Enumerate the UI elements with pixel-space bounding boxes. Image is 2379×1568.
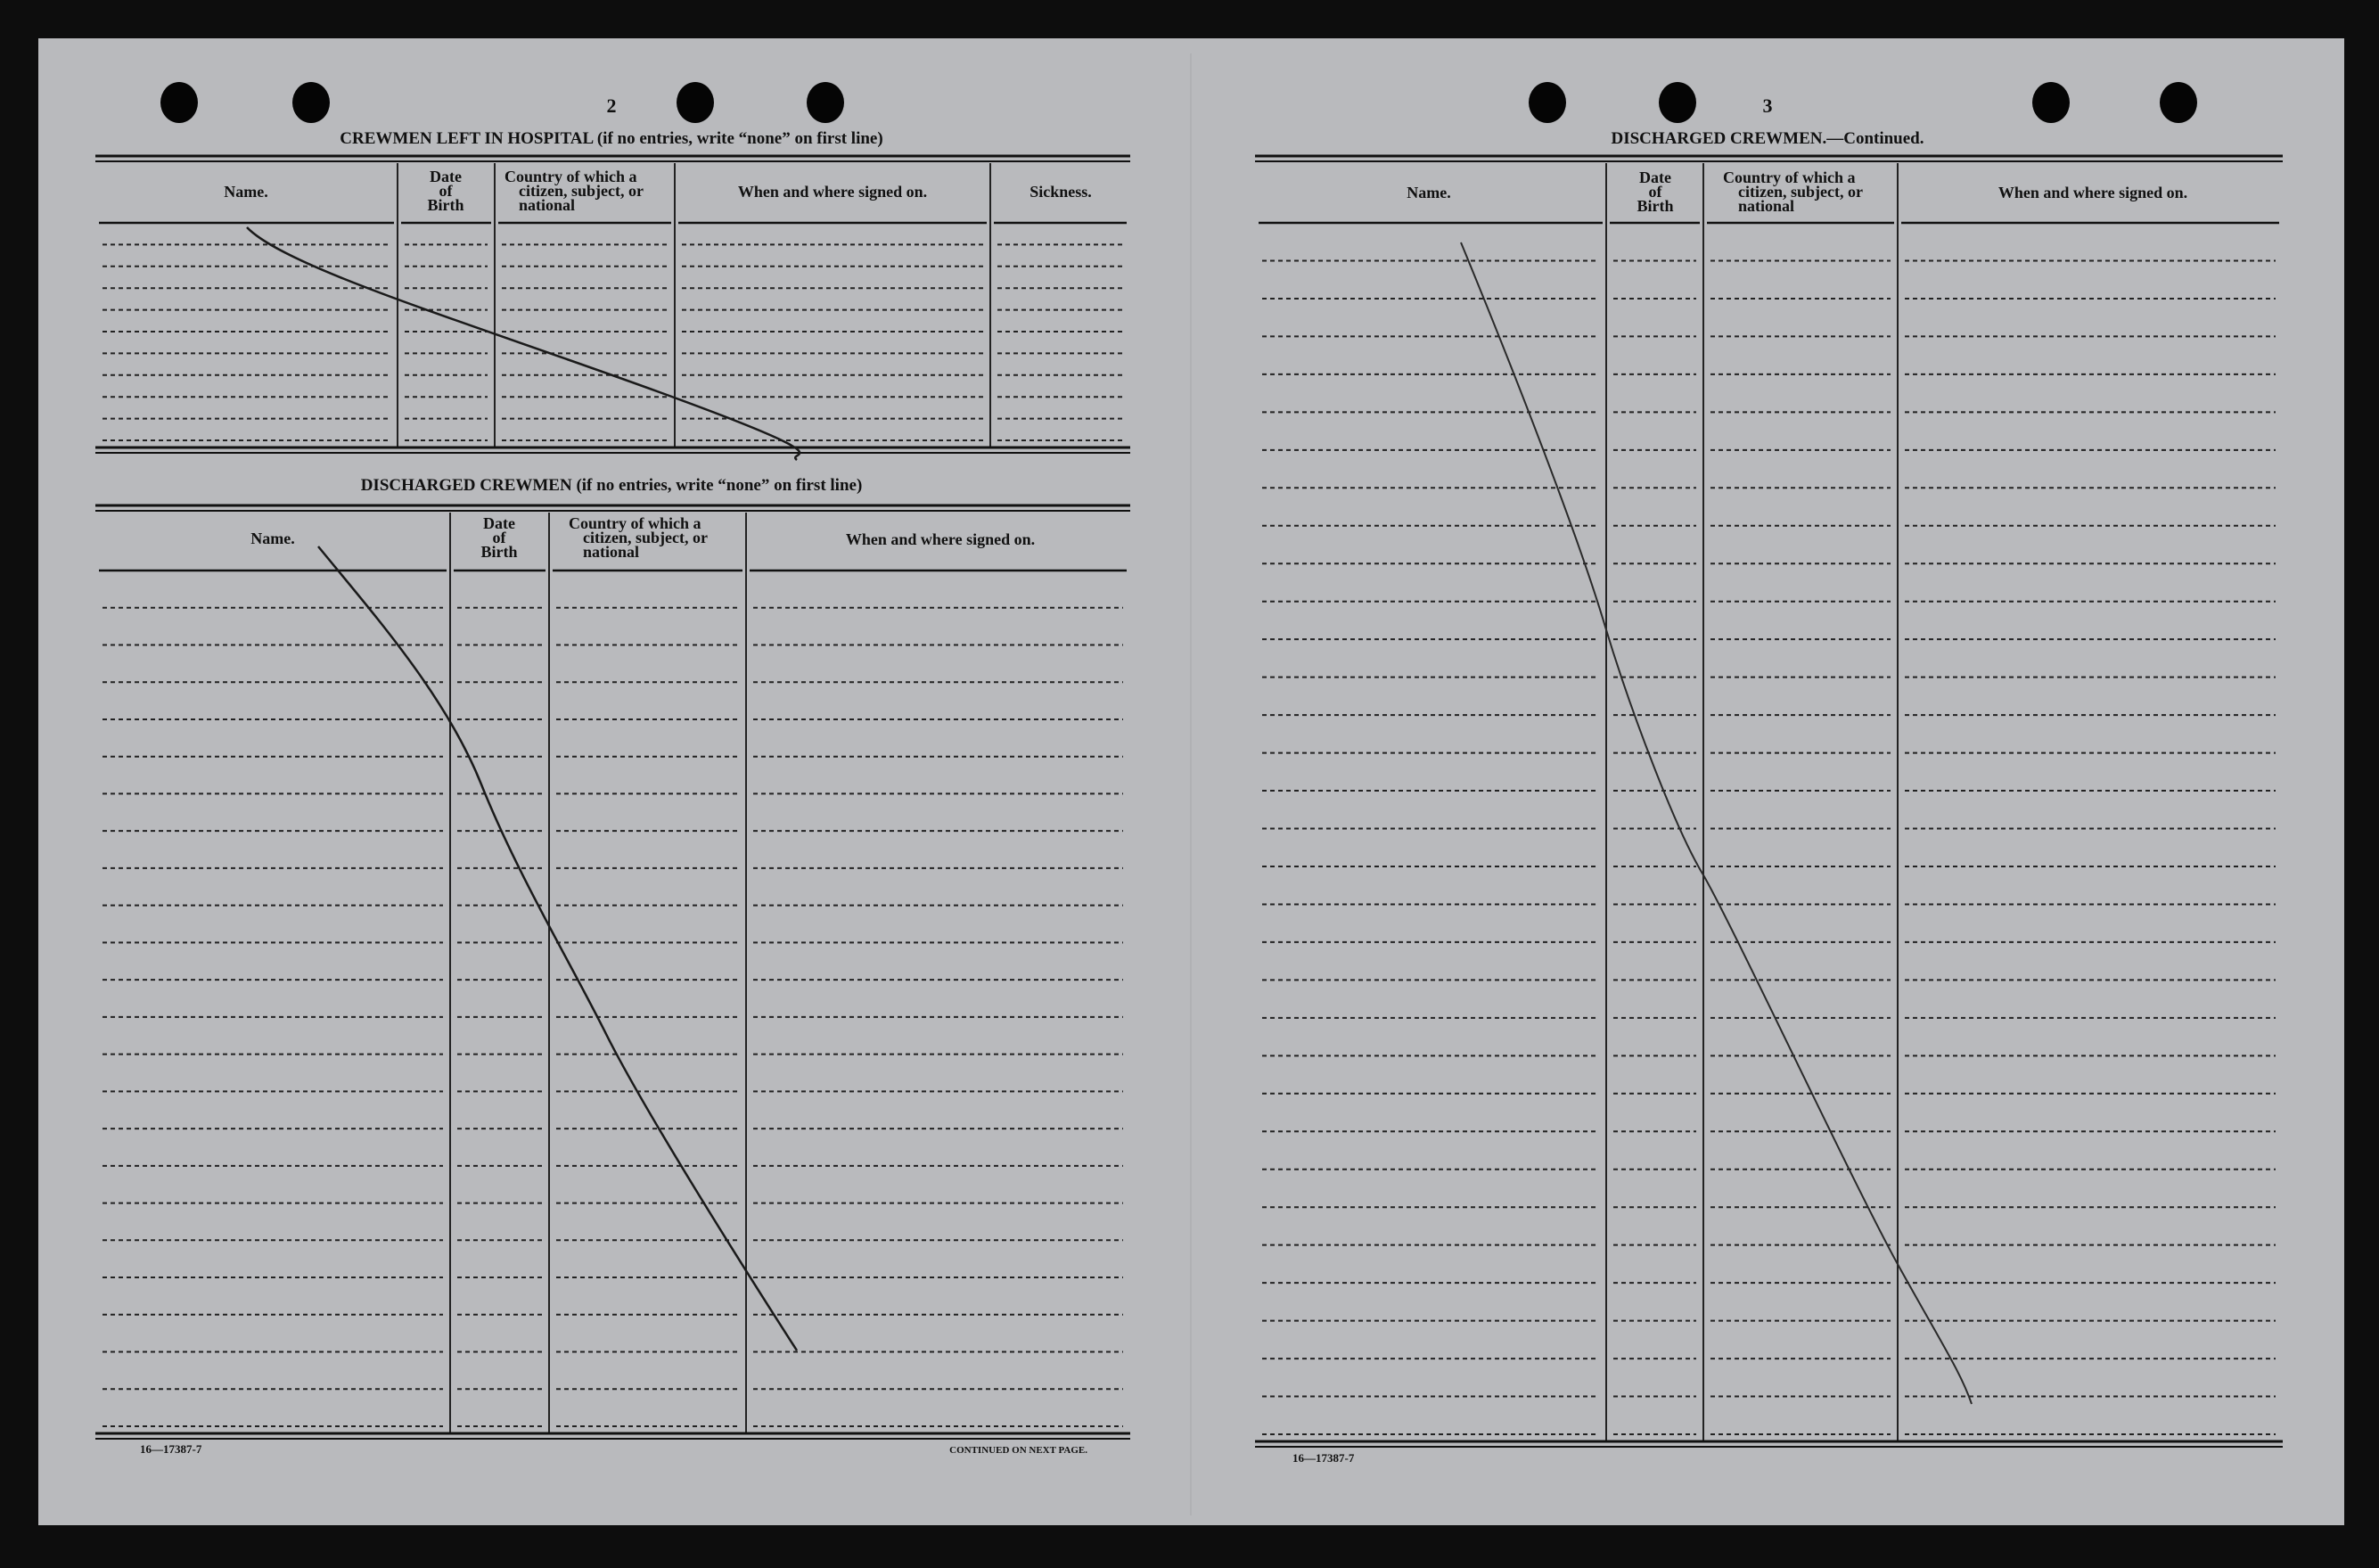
form-number-left: 16—17387-7 xyxy=(140,1442,202,1456)
col-signed-header: When and where signed on. xyxy=(846,530,1035,548)
punch-hole xyxy=(1659,82,1696,123)
hospital-table-header: Name. Date of Birth Country of which a c… xyxy=(224,168,1092,214)
col-name-header: Name. xyxy=(1407,184,1450,201)
right-table-header: Name. Date of Birth Country of which a c… xyxy=(1407,168,2187,215)
punch-hole xyxy=(292,82,330,123)
col-dob-header-1: Date xyxy=(1639,168,1671,186)
col-country-header-3: national xyxy=(1738,197,1794,215)
col-name-header: Name. xyxy=(224,183,267,201)
cancel-stroke-right xyxy=(1460,242,1973,1405)
punch-hole xyxy=(2160,82,2197,123)
col-dob-header-1: Date xyxy=(430,168,462,185)
col-dob-header-3: Birth xyxy=(1637,197,1673,215)
punch-hole xyxy=(2032,82,2070,123)
col-sickness-header: Sickness. xyxy=(1030,183,1092,201)
col-dob-header-2: of xyxy=(493,529,507,546)
col-country-header-1: Country of which a xyxy=(1723,168,1856,186)
col-dob-header-3: Birth xyxy=(427,196,463,214)
cancel-stroke-hospital xyxy=(246,226,801,461)
hospital-section-title: CREWMEN LEFT IN HOSPITAL (if no entries,… xyxy=(340,129,882,148)
punch-hole xyxy=(807,82,844,123)
discharged-table-header: Name. Date of Birth Country of which a c… xyxy=(250,514,1035,561)
col-country-header-1: Country of which a xyxy=(505,168,637,185)
discharged-section-title: DISCHARGED CREWMEN (if no entries, write… xyxy=(361,476,863,495)
col-name-header: Name. xyxy=(250,530,294,547)
col-country-header-2: citizen, subject, or xyxy=(583,529,708,546)
col-signed-header: When and where signed on. xyxy=(1998,184,2187,201)
page-number-left: 2 xyxy=(607,94,617,117)
page-number-right: 3 xyxy=(1763,94,1773,117)
punch-hole xyxy=(1529,82,1566,123)
col-country-header-1: Country of which a xyxy=(569,514,701,532)
col-country-header-3: national xyxy=(519,196,575,214)
right-section-title: DISCHARGED CREWMEN.—Continued. xyxy=(1611,129,1924,148)
continued-note: CONTINUED ON NEXT PAGE. xyxy=(949,1445,1087,1456)
punch-hole xyxy=(160,82,198,123)
form-number-right: 16—17387-7 xyxy=(1292,1451,1355,1465)
col-country-header-2: citizen, subject, or xyxy=(1738,183,1863,201)
cancel-stroke-discharged xyxy=(317,546,799,1351)
punch-holes xyxy=(160,82,2197,123)
col-dob-header-2: of xyxy=(1649,183,1663,201)
col-country-header-3: national xyxy=(583,543,639,561)
col-dob-header-1: Date xyxy=(483,514,515,532)
col-signed-header: When and where signed on. xyxy=(738,183,927,201)
col-dob-header-2: of xyxy=(439,182,454,200)
col-dob-header-3: Birth xyxy=(480,543,517,561)
col-country-header-2: citizen, subject, or xyxy=(519,182,644,200)
punch-hole xyxy=(677,82,714,123)
table-rules xyxy=(95,154,2283,1448)
